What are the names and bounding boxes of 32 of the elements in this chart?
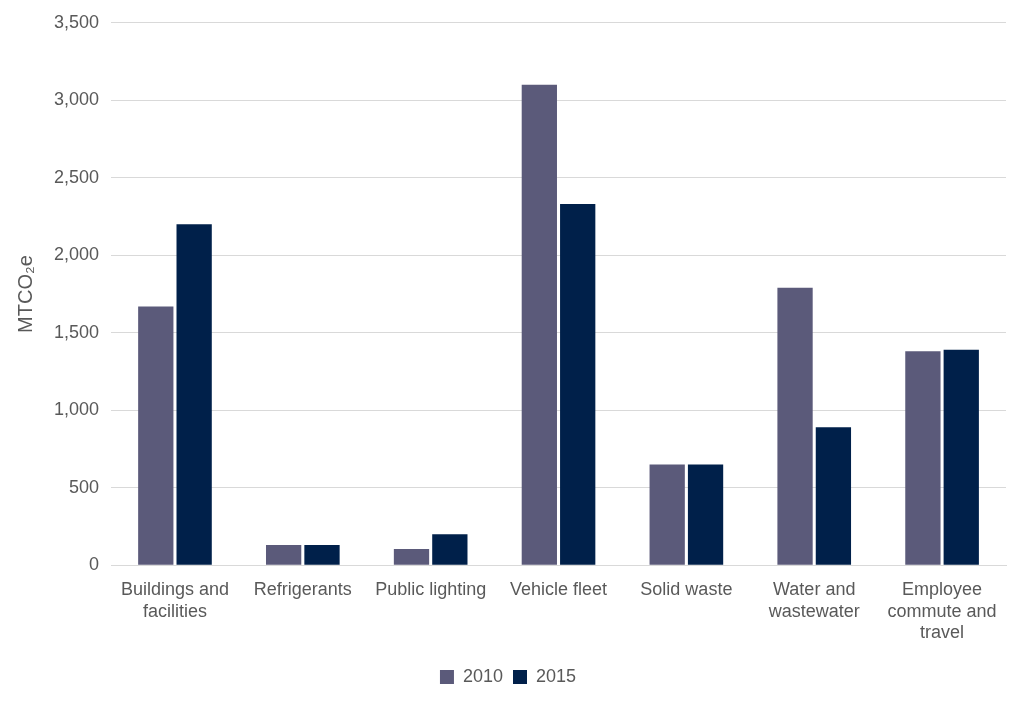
y-tick-label: 1,500: [54, 321, 100, 342]
bar: [687, 464, 724, 565]
bar: [815, 427, 852, 565]
bar: [432, 534, 468, 565]
x-tick-label: Refrigerants: [253, 578, 352, 599]
bar: [560, 204, 596, 565]
bar: [176, 224, 212, 565]
bar: [777, 287, 813, 565]
legend-label: 2015: [536, 665, 577, 686]
y-tick-label: 3,000: [54, 89, 100, 110]
y-axis-title: MTCO₂e: [13, 255, 36, 333]
x-tick-label: Buildings and facilities: [120, 578, 230, 621]
legend-label: 2010: [462, 665, 503, 686]
bar: [521, 84, 557, 565]
x-tick-label: Public lighting: [375, 578, 487, 599]
y-tick-label: 2,500: [54, 166, 100, 187]
y-tick-label: 2,000: [54, 244, 100, 265]
bar: [138, 306, 174, 565]
bar: [393, 548, 430, 565]
bar: [943, 349, 979, 565]
x-tick-label: Water and wastewater: [767, 578, 860, 621]
y-tick-label: 500: [69, 476, 100, 497]
x-tick-label: Employee commute and travel: [887, 578, 997, 643]
y-tick-label: 0: [89, 554, 100, 575]
y-tick-label: 3,500: [54, 11, 100, 32]
bar: [266, 545, 302, 565]
bar: [649, 464, 685, 565]
x-tick-label: Vehicle fleet: [509, 578, 608, 599]
y-tick-label: 1,000: [54, 399, 100, 420]
bar: [304, 545, 340, 565]
bar: [905, 351, 941, 565]
x-tick-label: Solid waste: [640, 578, 733, 599]
